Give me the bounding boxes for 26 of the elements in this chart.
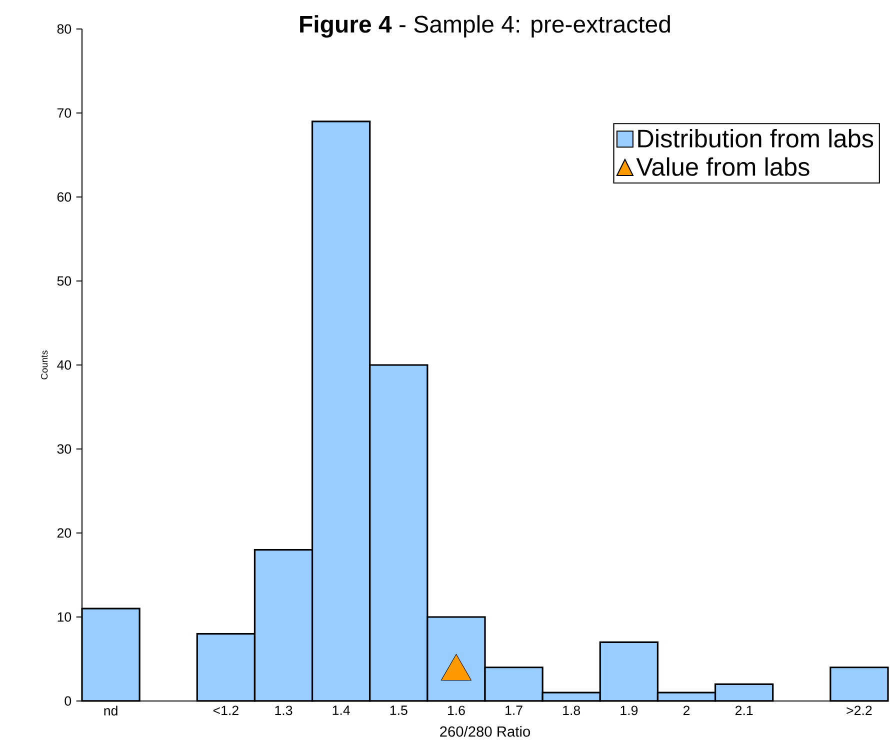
y-axis-title: Counts [41, 350, 48, 380]
x-tick-label: 1.7 [506, 706, 522, 715]
x-tick-label: <1.2 [213, 706, 238, 716]
x-tick-label: 2.1 [735, 706, 753, 716]
y-tick-label: 60 [57, 192, 72, 202]
x-tick-label: 2 [683, 706, 690, 716]
y-tick-label: 80 [57, 24, 72, 34]
x-tick-label: 1.6 [448, 706, 465, 716]
x-tick-label: >2.2 [846, 706, 872, 716]
y-tick-label: 70 [57, 108, 72, 118]
y-tick-label: 10 [58, 612, 72, 622]
chart-title: Figure 4 - Sample 4: pre-extracted [300, 15, 670, 38]
x-tick-label: 1.8 [563, 706, 580, 716]
x-tick-label: 1.4 [332, 706, 350, 715]
y-tick-label: 20 [57, 528, 72, 538]
y-tick-label: 40 [57, 360, 72, 370]
x-tick-label: 1.3 [275, 706, 292, 716]
y-tick-label: 30 [57, 444, 72, 454]
y-tick-label: 0 [64, 696, 72, 706]
x-axis-title: 260/280 Ratio [440, 726, 530, 737]
x-tick-label: 1.5 [390, 706, 408, 715]
x-tick-label: 1.9 [620, 706, 638, 716]
y-tick-label: 50 [57, 276, 72, 286]
legend-label: Distribution from labs [638, 128, 874, 148]
legend-label: Value from labs [636, 157, 810, 176]
x-tick-label: nd [104, 706, 118, 716]
